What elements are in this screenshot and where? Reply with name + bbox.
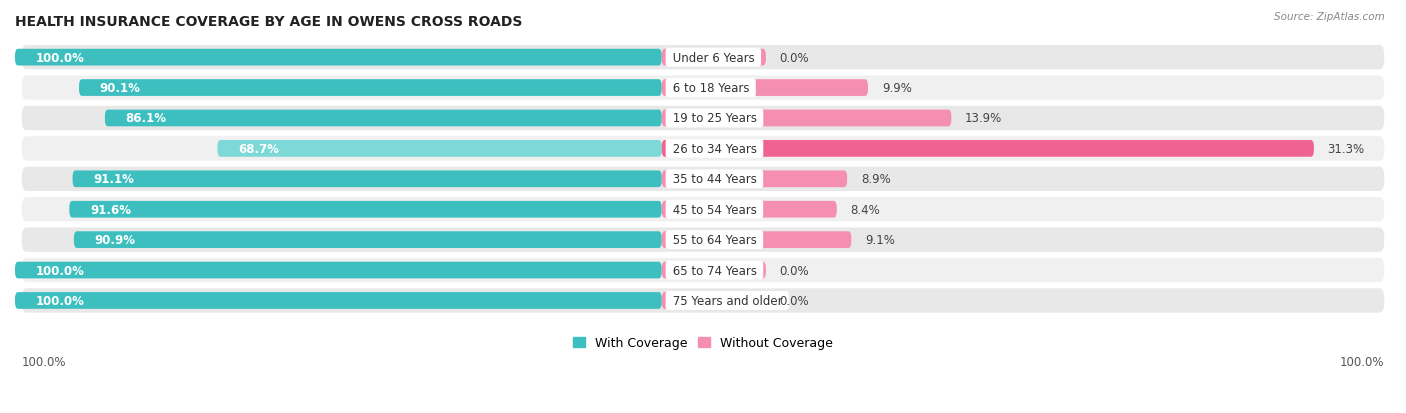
Text: 100.0%: 100.0% xyxy=(35,52,84,64)
FancyBboxPatch shape xyxy=(662,110,952,127)
FancyBboxPatch shape xyxy=(79,80,662,97)
FancyBboxPatch shape xyxy=(15,262,662,279)
Text: 0.0%: 0.0% xyxy=(780,264,810,277)
FancyBboxPatch shape xyxy=(662,232,851,248)
Text: 19 to 25 Years: 19 to 25 Years xyxy=(669,112,761,125)
Text: Source: ZipAtlas.com: Source: ZipAtlas.com xyxy=(1274,12,1385,22)
FancyBboxPatch shape xyxy=(218,141,662,157)
Text: 26 to 34 Years: 26 to 34 Years xyxy=(669,142,761,156)
FancyBboxPatch shape xyxy=(73,171,662,188)
Text: 31.3%: 31.3% xyxy=(1327,142,1365,156)
Text: 100.0%: 100.0% xyxy=(35,294,84,307)
Text: 9.1%: 9.1% xyxy=(865,234,896,247)
Text: 100.0%: 100.0% xyxy=(35,264,84,277)
Text: 90.1%: 90.1% xyxy=(100,82,141,95)
FancyBboxPatch shape xyxy=(15,292,662,309)
Text: 90.9%: 90.9% xyxy=(94,234,135,247)
FancyBboxPatch shape xyxy=(662,262,766,279)
Text: 100.0%: 100.0% xyxy=(22,355,66,368)
FancyBboxPatch shape xyxy=(662,50,766,66)
Text: 45 to 54 Years: 45 to 54 Years xyxy=(669,203,761,216)
FancyBboxPatch shape xyxy=(75,232,662,248)
Text: 91.6%: 91.6% xyxy=(90,203,131,216)
FancyBboxPatch shape xyxy=(21,76,1385,100)
Text: 6 to 18 Years: 6 to 18 Years xyxy=(669,82,752,95)
Text: 9.9%: 9.9% xyxy=(882,82,911,95)
FancyBboxPatch shape xyxy=(21,228,1385,252)
Text: 55 to 64 Years: 55 to 64 Years xyxy=(669,234,761,247)
Text: 8.9%: 8.9% xyxy=(860,173,890,186)
Legend: With Coverage, Without Coverage: With Coverage, Without Coverage xyxy=(568,332,838,355)
FancyBboxPatch shape xyxy=(21,137,1385,161)
FancyBboxPatch shape xyxy=(21,46,1385,70)
Text: 65 to 74 Years: 65 to 74 Years xyxy=(669,264,761,277)
FancyBboxPatch shape xyxy=(21,107,1385,131)
FancyBboxPatch shape xyxy=(662,171,848,188)
Text: 100.0%: 100.0% xyxy=(1340,355,1384,368)
FancyBboxPatch shape xyxy=(662,141,1313,157)
FancyBboxPatch shape xyxy=(21,258,1385,282)
FancyBboxPatch shape xyxy=(662,292,766,309)
Text: 75 Years and older: 75 Years and older xyxy=(669,294,786,307)
Text: 68.7%: 68.7% xyxy=(238,142,278,156)
FancyBboxPatch shape xyxy=(662,80,868,97)
FancyBboxPatch shape xyxy=(662,202,837,218)
FancyBboxPatch shape xyxy=(15,50,662,66)
FancyBboxPatch shape xyxy=(105,110,662,127)
Text: 91.1%: 91.1% xyxy=(93,173,134,186)
Text: 13.9%: 13.9% xyxy=(965,112,1002,125)
Text: Under 6 Years: Under 6 Years xyxy=(669,52,758,64)
Text: 0.0%: 0.0% xyxy=(780,52,810,64)
Text: HEALTH INSURANCE COVERAGE BY AGE IN OWENS CROSS ROADS: HEALTH INSURANCE COVERAGE BY AGE IN OWEN… xyxy=(15,15,523,29)
FancyBboxPatch shape xyxy=(69,202,662,218)
Text: 86.1%: 86.1% xyxy=(125,112,166,125)
FancyBboxPatch shape xyxy=(21,167,1385,192)
FancyBboxPatch shape xyxy=(21,197,1385,222)
FancyBboxPatch shape xyxy=(21,289,1385,313)
Text: 35 to 44 Years: 35 to 44 Years xyxy=(669,173,761,186)
Text: 8.4%: 8.4% xyxy=(851,203,880,216)
Text: 0.0%: 0.0% xyxy=(780,294,810,307)
